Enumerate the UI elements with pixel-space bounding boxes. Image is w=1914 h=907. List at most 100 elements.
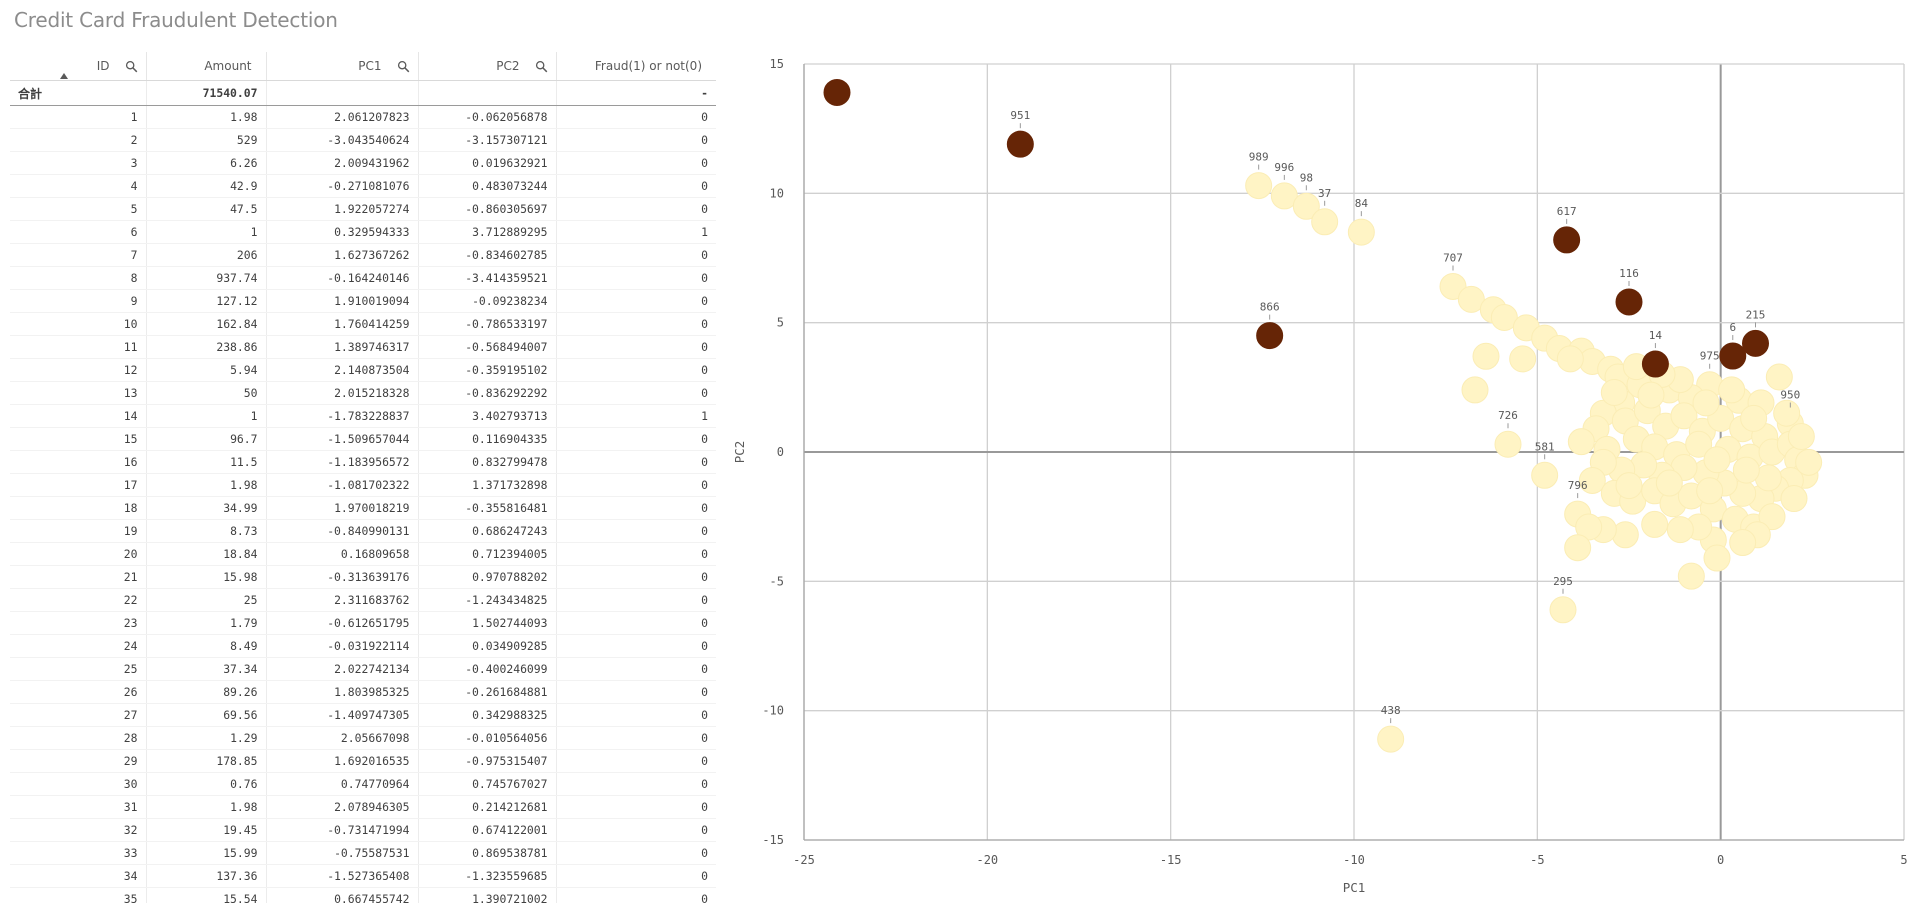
- normal-point[interactable]: [1703, 446, 1731, 474]
- normal-point[interactable]: [1615, 472, 1643, 500]
- search-icon[interactable]: [397, 60, 410, 73]
- normal-point[interactable]: [1765, 363, 1793, 391]
- cell-fraud: 0: [556, 496, 716, 520]
- table-row[interactable]: 20 18.84 0.16809658 0.712394005 0: [10, 542, 716, 566]
- table-row[interactable]: 1 1.98 2.061207823 -0.062056878 0: [10, 105, 716, 129]
- normal-point[interactable]: [1347, 218, 1375, 246]
- table-row[interactable]: 34 137.36 -1.527365408 -1.323559685 0: [10, 864, 716, 888]
- normal-point[interactable]: [1292, 192, 1320, 220]
- table-row[interactable]: 26 89.26 1.803985325 -0.261684881 0: [10, 680, 716, 704]
- cell-pc2: 0.686247243: [418, 519, 557, 543]
- table-row[interactable]: 22 25 2.311683762 -1.243434825 0: [10, 588, 716, 612]
- normal-point[interactable]: [1600, 379, 1628, 407]
- table-row[interactable]: 5 47.5 1.922057274 -0.860305697 0: [10, 197, 716, 221]
- normal-point[interactable]: [1795, 448, 1823, 476]
- table-row[interactable]: 13 50 2.015218328 -0.836292292 0: [10, 381, 716, 405]
- point-label: 581: [1535, 440, 1555, 453]
- normal-point[interactable]: [1564, 534, 1592, 562]
- table-row[interactable]: 32 19.45 -0.731471994 0.674122001 0: [10, 818, 716, 842]
- normal-point[interactable]: [1461, 376, 1489, 404]
- normal-point[interactable]: [1718, 376, 1746, 404]
- normal-point[interactable]: [1641, 510, 1669, 538]
- normal-point[interactable]: [1655, 469, 1683, 497]
- table-row[interactable]: 10 162.84 1.760414259 -0.786533197 0: [10, 312, 716, 336]
- table-row[interactable]: 28 1.29 2.05667098 -0.010564056 0: [10, 726, 716, 750]
- column-header-pc1[interactable]: PC1: [266, 52, 419, 81]
- normal-point[interactable]: [1556, 345, 1584, 373]
- normal-point[interactable]: [1509, 345, 1537, 373]
- table-row[interactable]: 24 8.49 -0.031922114 0.034909285 0: [10, 634, 716, 658]
- scatter-chart[interactable]: -25 -20 -15 -10 -5 0 5 -15 -10 -5 0 5 10 15 PC1 PC2 951 8…: [720, 52, 1914, 903]
- scatter-chart-panel[interactable]: -25 -20 -15 -10 -5 0 5 -15 -10 -5 0 5 10 15 PC1 PC2 951 8…: [720, 52, 1914, 903]
- table-row[interactable]: 27 69.56 -1.409747305 0.342988325 0: [10, 703, 716, 727]
- fraud-point[interactable]: [1256, 322, 1284, 350]
- table-row[interactable]: 15 96.7 -1.509657044 0.116904335 0: [10, 427, 716, 451]
- fraud-point[interactable]: [1006, 130, 1034, 158]
- normal-point[interactable]: [1696, 477, 1724, 505]
- table-row[interactable]: 14 1 -1.783228837 3.402793713 1: [10, 404, 716, 428]
- column-header-pc2[interactable]: PC2: [418, 52, 557, 81]
- table-row[interactable]: 4 42.9 -0.271081076 0.483073244 0: [10, 174, 716, 198]
- table-row[interactable]: 2 529 -3.043540624 -3.157307121 0: [10, 128, 716, 152]
- normal-point[interactable]: [1531, 461, 1559, 489]
- normal-point[interactable]: [1780, 485, 1808, 513]
- table-row[interactable]: 9 127.12 1.910019094 -0.09238234 0: [10, 289, 716, 313]
- table-row[interactable]: 33 15.99 -0.75587531 0.869538781 0: [10, 841, 716, 865]
- normal-point[interactable]: [1549, 596, 1577, 624]
- normal-point[interactable]: [1578, 466, 1606, 494]
- normal-point[interactable]: [1677, 562, 1705, 590]
- table-row[interactable]: 35 15.54 0.667455742 1.390721002 0: [10, 887, 716, 903]
- normal-point[interactable]: [1494, 430, 1522, 458]
- table-row[interactable]: 3 6.26 2.009431962 0.019632921 0: [10, 151, 716, 175]
- column-header-amount[interactable]: Amount: [146, 52, 267, 81]
- normal-point[interactable]: [1666, 516, 1694, 544]
- search-icon[interactable]: [125, 60, 138, 73]
- normal-point[interactable]: [1787, 422, 1815, 450]
- normal-point[interactable]: [1703, 544, 1731, 572]
- table-row[interactable]: 12 5.94 2.140873504 -0.359195102 0: [10, 358, 716, 382]
- normal-point[interactable]: [1311, 208, 1339, 236]
- normal-point[interactable]: [1245, 172, 1273, 200]
- normal-point[interactable]: [1773, 399, 1801, 427]
- normal-point[interactable]: [1740, 404, 1768, 432]
- table-row[interactable]: 31 1.98 2.078946305 0.214212681 0: [10, 795, 716, 819]
- normal-point[interactable]: [1670, 402, 1698, 430]
- normal-point[interactable]: [1692, 389, 1720, 417]
- table-row[interactable]: 30 0.76 0.74770964 0.745767027 0: [10, 772, 716, 796]
- table-row[interactable]: 17 1.98 -1.081702322 1.371732898 0: [10, 473, 716, 497]
- table-row[interactable]: 6 1 0.329594333 3.712889295 1: [10, 220, 716, 244]
- normal-point[interactable]: [1457, 285, 1485, 313]
- column-header-fraud[interactable]: Fraud(1) or not(0): [556, 52, 716, 81]
- table-row[interactable]: 18 34.99 1.970018219 -0.355816481 0: [10, 496, 716, 520]
- table-row[interactable]: 25 37.34 2.022742134 -0.400246099 0: [10, 657, 716, 681]
- normal-point[interactable]: [1377, 725, 1405, 753]
- fraud-point[interactable]: [1553, 226, 1581, 254]
- table-row[interactable]: 23 1.79 -0.612651795 1.502744093 0: [10, 611, 716, 635]
- normal-point[interactable]: [1472, 342, 1500, 370]
- table-row[interactable]: 7 206 1.627367262 -0.834602785 0: [10, 243, 716, 267]
- normal-point[interactable]: [1490, 303, 1518, 331]
- normal-point[interactable]: [1729, 529, 1757, 557]
- table-row[interactable]: 16 11.5 -1.183956572 0.832799478 0: [10, 450, 716, 474]
- fraud-point[interactable]: [1742, 329, 1769, 357]
- fraud-point[interactable]: [823, 78, 851, 106]
- normal-point[interactable]: [1732, 456, 1760, 484]
- cell-id: 7: [10, 243, 147, 267]
- cell-fraud: 0: [556, 473, 716, 497]
- fraud-point[interactable]: [1641, 350, 1669, 378]
- data-table-panel[interactable]: ID Amount PC1 PC2 Fraud(1) or not(0): [10, 52, 716, 903]
- normal-point[interactable]: [1270, 182, 1298, 210]
- table-row[interactable]: 11 238.86 1.389746317 -0.568494007 0: [10, 335, 716, 359]
- table-row[interactable]: 8 937.74 -0.164240146 -3.414359521 0: [10, 266, 716, 290]
- fraud-point[interactable]: [1719, 342, 1747, 370]
- search-icon[interactable]: [535, 60, 548, 73]
- normal-point[interactable]: [1567, 428, 1595, 456]
- table-row[interactable]: 21 15.98 -0.313639176 0.970788202 0: [10, 565, 716, 589]
- table-row[interactable]: 29 178.85 1.692016535 -0.975315407 0: [10, 749, 716, 773]
- normal-point[interactable]: [1758, 503, 1786, 531]
- normal-point[interactable]: [1637, 381, 1665, 409]
- table-row[interactable]: 19 8.73 -0.840990131 0.686247243 0: [10, 519, 716, 543]
- column-header-id[interactable]: ID: [10, 52, 147, 81]
- fraud-point[interactable]: [1615, 288, 1643, 316]
- normal-point[interactable]: [1685, 430, 1713, 458]
